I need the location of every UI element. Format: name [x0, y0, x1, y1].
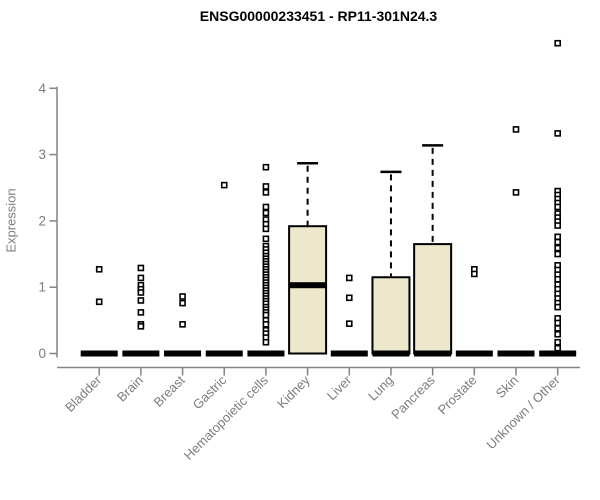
median-bar-hematopoietic-cells — [247, 350, 285, 357]
outlier-point-unknown-other — [554, 330, 561, 338]
outlier-point-liver — [345, 294, 353, 302]
x-tick-label: Brain — [114, 373, 146, 405]
median-bar-prostate — [455, 350, 493, 357]
x-tick-label: Unknown / Other — [483, 372, 563, 452]
median-bar-skin — [497, 350, 535, 357]
x-tick-label: Breast — [151, 372, 188, 409]
median-bar-gastric — [205, 350, 243, 357]
outlier-point-unknown-other — [554, 325, 561, 332]
outlier-point-hematopoietic-cells — [262, 311, 270, 319]
outlier-point-brain — [137, 289, 145, 296]
outlier-point-unknown-other — [554, 319, 561, 327]
outlier-point-hematopoietic-cells — [262, 235, 270, 243]
outlier-point-hematopoietic-cells — [262, 163, 270, 171]
outlier-point-gastric — [220, 181, 228, 189]
outlier-point-bladder — [95, 265, 103, 273]
outlier-point-unknown-other — [554, 250, 561, 258]
outlier-point-unknown-other — [554, 39, 561, 47]
outlier-point-liver — [345, 274, 353, 282]
outlier-point-unknown-other — [554, 338, 561, 346]
median-bar-breast — [164, 350, 202, 357]
y-tick-label: 0 — [38, 346, 46, 361]
box-pancreas — [413, 243, 453, 355]
outlier-point-hematopoietic-cells — [262, 183, 270, 190]
outlier-point-brain — [137, 297, 145, 304]
outlier-point-unknown-other — [554, 238, 561, 246]
x-tick-label: Skin — [493, 373, 521, 401]
outlier-point-breast — [179, 299, 186, 307]
outlier-point-unknown-other — [554, 344, 561, 352]
outlier-point-hematopoietic-cells — [262, 203, 270, 211]
outlier-point-prostate — [471, 270, 478, 278]
outlier-point-hematopoietic-cells — [262, 189, 270, 196]
y-tick-label: 2 — [38, 213, 46, 228]
box-lung — [371, 276, 411, 355]
x-tick-label: Bladder — [62, 372, 105, 415]
median-bar-unknown-other — [539, 350, 577, 357]
x-tick-label: Kidney — [274, 372, 313, 411]
outlier-point-unknown-other — [554, 203, 561, 211]
outlier-point-hematopoietic-cells — [262, 225, 270, 233]
outlier-point-unknown-other — [554, 222, 561, 229]
outlier-point-brain — [137, 323, 145, 330]
outlier-point-skin — [512, 126, 520, 133]
median-bar-lung — [372, 350, 410, 357]
x-tick-label: Liver — [324, 372, 355, 403]
outlier-point-hematopoietic-cells — [262, 209, 270, 217]
median-bar-brain — [122, 350, 160, 357]
outlier-point-unknown-other — [554, 130, 561, 137]
median-bar-kidney — [289, 282, 327, 289]
median-bar-pancreas — [414, 350, 452, 357]
outlier-point-breast — [179, 293, 186, 300]
outlier-point-unknown-other — [554, 275, 561, 283]
outlier-point-bladder — [95, 298, 103, 306]
outlier-point-hematopoietic-cells — [262, 338, 270, 346]
x-tick-label: Lung — [365, 373, 396, 404]
outlier-point-skin — [512, 189, 520, 196]
outlier-point-brain — [137, 309, 145, 316]
outlier-point-breast — [179, 321, 186, 328]
outlier-point-unknown-other — [554, 233, 561, 241]
outlier-point-hematopoietic-cells — [262, 321, 270, 328]
y-tick-label: 1 — [38, 280, 46, 295]
x-tick-label: Gastric — [190, 372, 230, 412]
y-tick-label: 4 — [38, 81, 46, 96]
median-bar-liver — [330, 350, 368, 357]
outlier-point-liver — [345, 320, 353, 327]
outlier-point-brain — [137, 264, 145, 272]
box-kidney — [288, 225, 328, 355]
x-tick-label: Pancreas — [388, 372, 438, 422]
outlier-point-brain — [137, 274, 145, 282]
chart-title: ENSG00000233451 - RP11-301N24.3 — [199, 8, 438, 24]
y-tick-label: 3 — [38, 147, 46, 162]
outlier-point-unknown-other — [554, 303, 561, 311]
median-bar-bladder — [80, 350, 118, 357]
x-tick-label: Prostate — [435, 373, 480, 418]
outlier-point-unknown-other — [554, 244, 561, 252]
